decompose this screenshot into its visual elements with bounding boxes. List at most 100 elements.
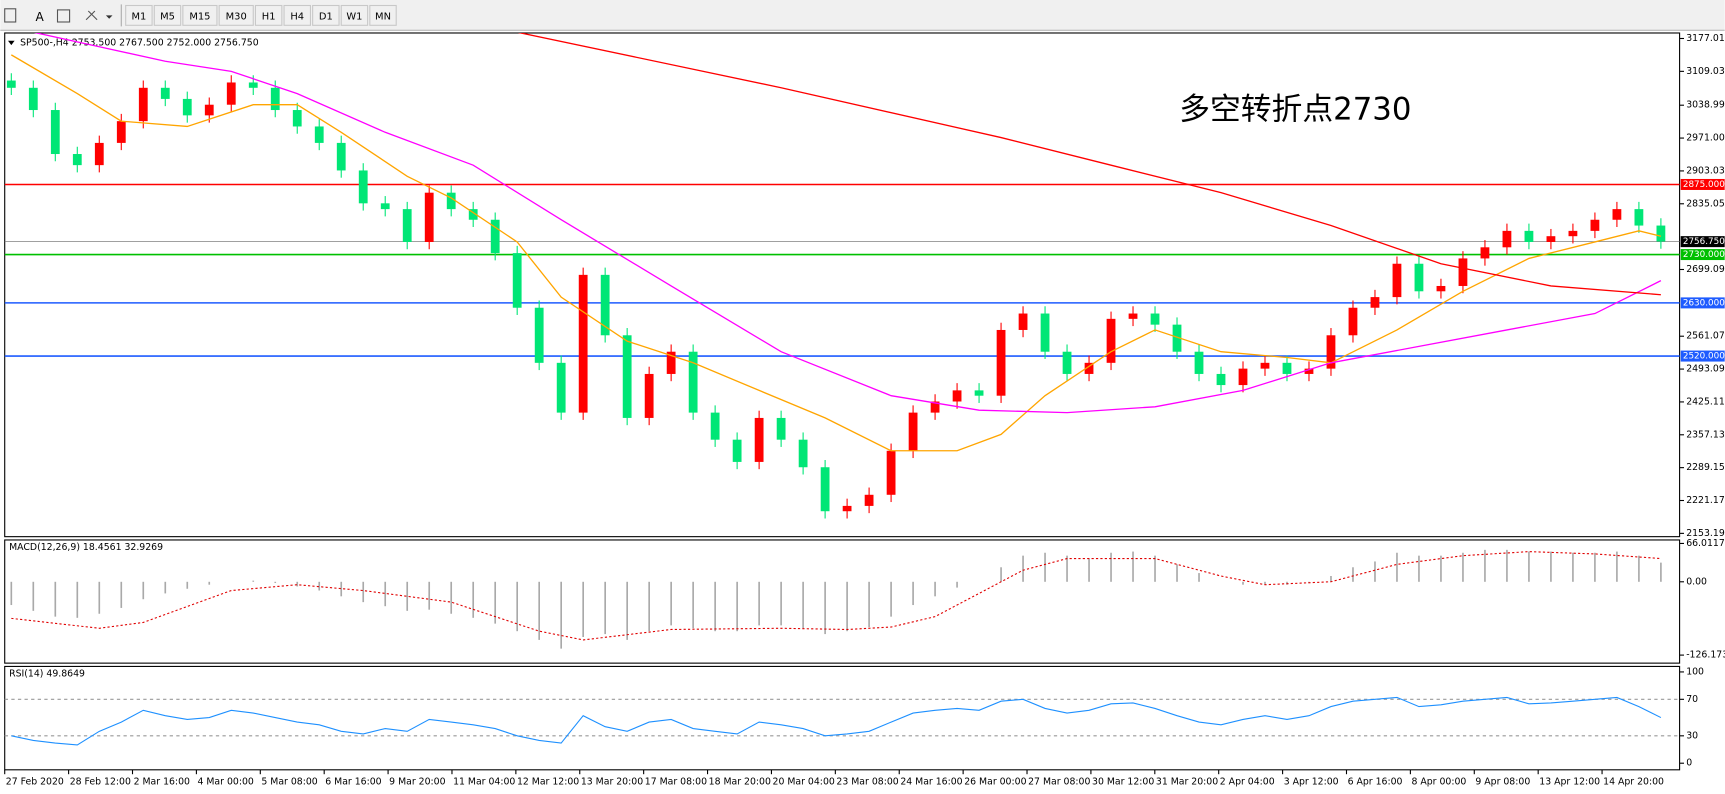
x-tick-label: 11 Mar 04:00 (453, 776, 515, 787)
candle-body (666, 351, 676, 374)
x-tick-label: 9 Apr 08:00 (1475, 776, 1530, 787)
candle-body (578, 274, 588, 413)
y-tick-label: -126.173 (1686, 650, 1725, 661)
timeframe-button[interactable] (182, 4, 218, 26)
timeframe-button[interactable] (218, 4, 254, 26)
price-label: 2730.000 (1683, 250, 1725, 260)
candle-body (446, 192, 456, 210)
moving-average (10, 54, 1662, 452)
x-tick-label: 27 Mar 08:00 (1028, 776, 1090, 787)
candle-body (204, 104, 214, 116)
y-tick-label: 3177.010 (1686, 33, 1725, 44)
font-tool[interactable]: A (36, 10, 45, 24)
timeframe-button[interactable] (283, 4, 311, 26)
x-tick-label: 4 Mar 00:00 (197, 776, 253, 787)
candle-body (380, 203, 390, 210)
main-frame (4, 32, 1681, 538)
timeframe-label[interactable]: M1 (131, 11, 146, 22)
candle-body (1370, 297, 1380, 308)
x-tick-label: 17 Mar 08:00 (645, 776, 707, 787)
timeframe-label[interactable]: H4 (290, 11, 304, 22)
timeframe-label[interactable]: D1 (319, 11, 333, 22)
candle-body (600, 274, 610, 336)
candle-body (336, 142, 346, 171)
x-tick-label: 30 Mar 12:00 (1092, 776, 1154, 787)
timeframe-button[interactable] (340, 4, 369, 26)
x-tick-label: 13 Apr 12:00 (1539, 776, 1600, 787)
timeframe-label[interactable]: M5 (160, 11, 175, 22)
candle-body (28, 87, 38, 111)
timeframe-label[interactable]: W1 (346, 11, 362, 22)
timeframe-button[interactable] (369, 4, 397, 26)
moving-average (517, 32, 1661, 296)
signal-line (11, 551, 1661, 641)
price-label: 2520.000 (1683, 352, 1725, 362)
timeframe-button[interactable] (312, 4, 340, 26)
price-label-box (1680, 350, 1725, 362)
timeframe-button[interactable] (125, 4, 153, 26)
candle-body (996, 329, 1006, 396)
candle-body (1392, 263, 1402, 298)
candle-body (1040, 313, 1050, 352)
rsi-frame (4, 665, 1681, 771)
candle-body (1018, 313, 1028, 330)
timeframe-label[interactable]: M15 (189, 11, 210, 22)
candle-body (886, 450, 896, 495)
candle-body (314, 126, 324, 143)
y-tick-label: 2971.000 (1686, 133, 1725, 144)
timeframe-button[interactable] (153, 4, 182, 26)
candle-body (864, 494, 874, 506)
x-tick-label: 3 Apr 12:00 (1284, 776, 1339, 787)
timeframe-label[interactable]: H1 (262, 11, 276, 22)
candle-body (644, 373, 654, 418)
candle-body (270, 87, 280, 111)
x-tick-label: 27 Feb 2020 (6, 776, 64, 787)
x-tick-label: 13 Mar 20:00 (581, 776, 643, 787)
x-tick-label: 18 Mar 20:00 (709, 776, 771, 787)
candle-body (358, 170, 368, 204)
candle-body (1414, 263, 1424, 292)
y-tick-label: 2835.050 (1686, 198, 1725, 209)
shape-tool[interactable] (85, 10, 98, 21)
candle-body (94, 142, 104, 166)
y-tick-label: 100 (1686, 666, 1704, 677)
timeframe-label[interactable]: M30 (226, 11, 247, 22)
candle-body (1480, 247, 1490, 259)
candle-body (776, 417, 786, 440)
price-label-box (1680, 249, 1725, 261)
y-tick-label: 2493.090 (1686, 364, 1725, 375)
candle-body (688, 351, 698, 413)
y-tick-label: 66.0117 (1686, 538, 1725, 549)
candle-body (424, 192, 434, 242)
price-label: 2756.750 (1683, 237, 1725, 247)
candle-body (1260, 362, 1270, 369)
y-tick-label: 2903.030 (1686, 165, 1725, 176)
macd-frame (4, 539, 1681, 664)
candle-body (1612, 209, 1622, 220)
candle-body (1106, 318, 1116, 363)
y-tick-label: 3109.030 (1686, 66, 1725, 77)
candle-body (226, 82, 236, 105)
dropdown-arrow[interactable] (105, 15, 113, 19)
candle-body (534, 307, 544, 363)
candle-body (1238, 368, 1248, 386)
candle-body (1348, 307, 1358, 336)
rsi-line (11, 696, 1662, 746)
candle-body (1062, 351, 1072, 374)
price-label: 2875.000 (1683, 180, 1725, 190)
x-tick-label: 9 Mar 20:00 (389, 776, 445, 787)
timeframe-label[interactable]: MN (375, 11, 391, 22)
candle-body (1568, 230, 1578, 237)
x-tick-label: 26 Mar 00:00 (964, 776, 1026, 787)
text-tool[interactable] (56, 9, 71, 23)
candle-body (842, 505, 852, 512)
candle-body (50, 110, 60, 155)
collapse-arrow[interactable] (8, 40, 15, 46)
moving-average (33, 32, 1662, 414)
timeframe-button[interactable] (254, 4, 283, 26)
candle-body (1634, 209, 1644, 226)
candle-body (798, 439, 808, 468)
candle-body (1458, 258, 1468, 286)
candle-body (182, 98, 192, 116)
tool-icon[interactable] (4, 8, 17, 23)
